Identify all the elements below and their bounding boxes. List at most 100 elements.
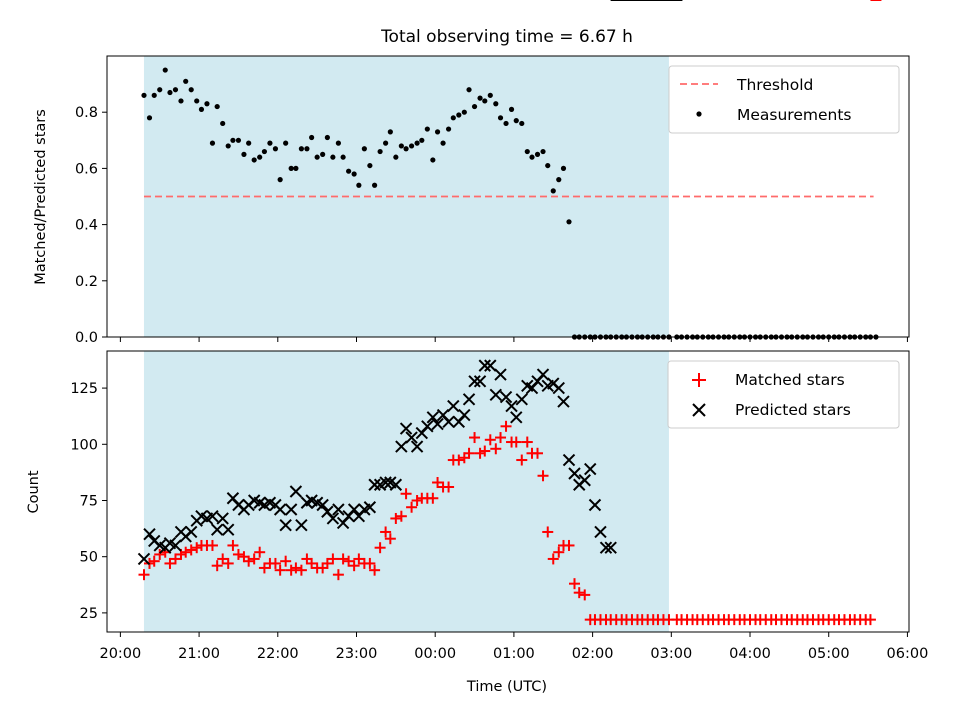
predicted-star-point <box>143 528 156 541</box>
predicted-star-point <box>458 408 471 422</box>
predicted-star-point <box>562 453 576 467</box>
measurement-point <box>503 120 509 127</box>
measurement-point <box>556 177 562 183</box>
measurement-point <box>151 92 157 98</box>
matched-star-point <box>427 492 439 504</box>
predicted-star-point <box>447 399 460 413</box>
bot-ytick-label: 100 <box>70 437 98 453</box>
measurement-point <box>261 148 268 155</box>
matched-star-point <box>563 539 575 551</box>
measurement-point <box>508 106 515 112</box>
measurement-point <box>293 165 299 171</box>
measurement-point <box>257 154 263 160</box>
bottom-axes-frame <box>106 350 910 633</box>
measurement-point <box>440 140 446 146</box>
predicted-star-point <box>604 541 617 554</box>
measurement-point <box>346 168 352 174</box>
measurement-point <box>403 146 409 152</box>
measurement-point <box>314 154 320 160</box>
predicted-star-point <box>326 512 340 525</box>
measurement-point <box>167 89 173 96</box>
matched-star-point <box>537 470 549 482</box>
matched-star-point <box>332 569 344 581</box>
predicted-star-point <box>484 359 497 372</box>
matched-star-point <box>400 488 412 500</box>
measurement-point <box>408 143 415 149</box>
matched-star-point <box>222 557 234 569</box>
measurement-point <box>194 98 200 104</box>
measurement-point <box>283 140 289 146</box>
matched-star-point <box>248 553 260 565</box>
measurement-point <box>330 154 336 160</box>
measurement-point <box>209 140 216 146</box>
matched-star-point <box>258 562 270 574</box>
predicted-star-point <box>284 503 298 516</box>
matched-star-point <box>432 477 444 489</box>
predicted-star-point <box>505 399 518 413</box>
measurement-point <box>487 92 493 98</box>
measurement-point <box>513 118 519 124</box>
matched-star-point <box>516 454 528 466</box>
measurement-point <box>545 162 551 169</box>
matched-star-point <box>191 542 203 554</box>
matched-star-point <box>269 557 281 569</box>
xtick-label: 05:00 <box>808 646 850 662</box>
matched-star-point <box>573 587 585 599</box>
measurement-point <box>414 140 420 146</box>
predicted-star-point <box>499 390 513 404</box>
matched-star-point <box>348 560 360 572</box>
measurement-point <box>235 137 242 143</box>
matched-star-point <box>395 510 407 522</box>
predicted-star-point <box>510 411 523 424</box>
bot-ytick-label: 75 <box>80 493 98 509</box>
measurement-point <box>461 109 467 115</box>
matched-star-point <box>211 560 223 572</box>
top-y-axis-label: Matched/Predicted stars <box>33 109 49 285</box>
legend-measurements-label: Measurements <box>737 106 852 124</box>
predicted-star-point <box>410 440 424 453</box>
matched-star-point <box>232 548 244 560</box>
matched-star-point <box>290 562 302 574</box>
xtick-label: 00:00 <box>414 646 456 662</box>
predicted-star-point <box>442 415 455 429</box>
measurement-point <box>162 67 168 73</box>
measurement-point <box>351 171 357 177</box>
measurement-point <box>398 143 404 149</box>
predicted-star-point <box>599 541 613 554</box>
matched-star-point <box>553 546 565 558</box>
matched-star-point <box>521 436 533 448</box>
measurement-point <box>482 98 488 104</box>
matched-star-point <box>343 555 355 567</box>
measurement-point <box>466 87 472 93</box>
predicted-star-point <box>594 525 607 539</box>
matched-star-point <box>227 539 239 551</box>
top-ytick-label: 0.0 <box>75 330 98 346</box>
measurement-point <box>471 103 478 110</box>
matched-star-point <box>510 436 522 448</box>
measurement-point <box>419 137 425 143</box>
matched-star-point <box>579 589 591 601</box>
measurement-point <box>183 78 189 84</box>
predicted-star-point <box>578 474 591 487</box>
matched-star-point <box>254 546 266 558</box>
predicted-star-point <box>395 440 408 453</box>
xtick-label: 04:00 <box>729 646 771 662</box>
measurement-point <box>450 115 456 121</box>
predicted-star-point <box>557 395 570 408</box>
predicted-star-point <box>363 501 377 514</box>
predicted-star-point <box>568 467 581 480</box>
xtick-label: 03:00 <box>650 646 692 662</box>
matched-star-point <box>484 434 496 446</box>
measurement-point <box>356 182 362 188</box>
predicted-star-point <box>185 525 198 539</box>
bot-ytick-label: 50 <box>80 550 98 566</box>
matched-star-point <box>864 614 876 626</box>
matched-star-point <box>180 546 192 558</box>
predicted-star-point <box>368 478 381 491</box>
predicted-star-point <box>478 359 491 372</box>
measurement-point <box>361 146 367 152</box>
measurement-point <box>445 126 452 132</box>
matched-star-point <box>164 557 176 569</box>
measurement-point <box>288 165 294 171</box>
matched-star-point <box>285 564 297 576</box>
